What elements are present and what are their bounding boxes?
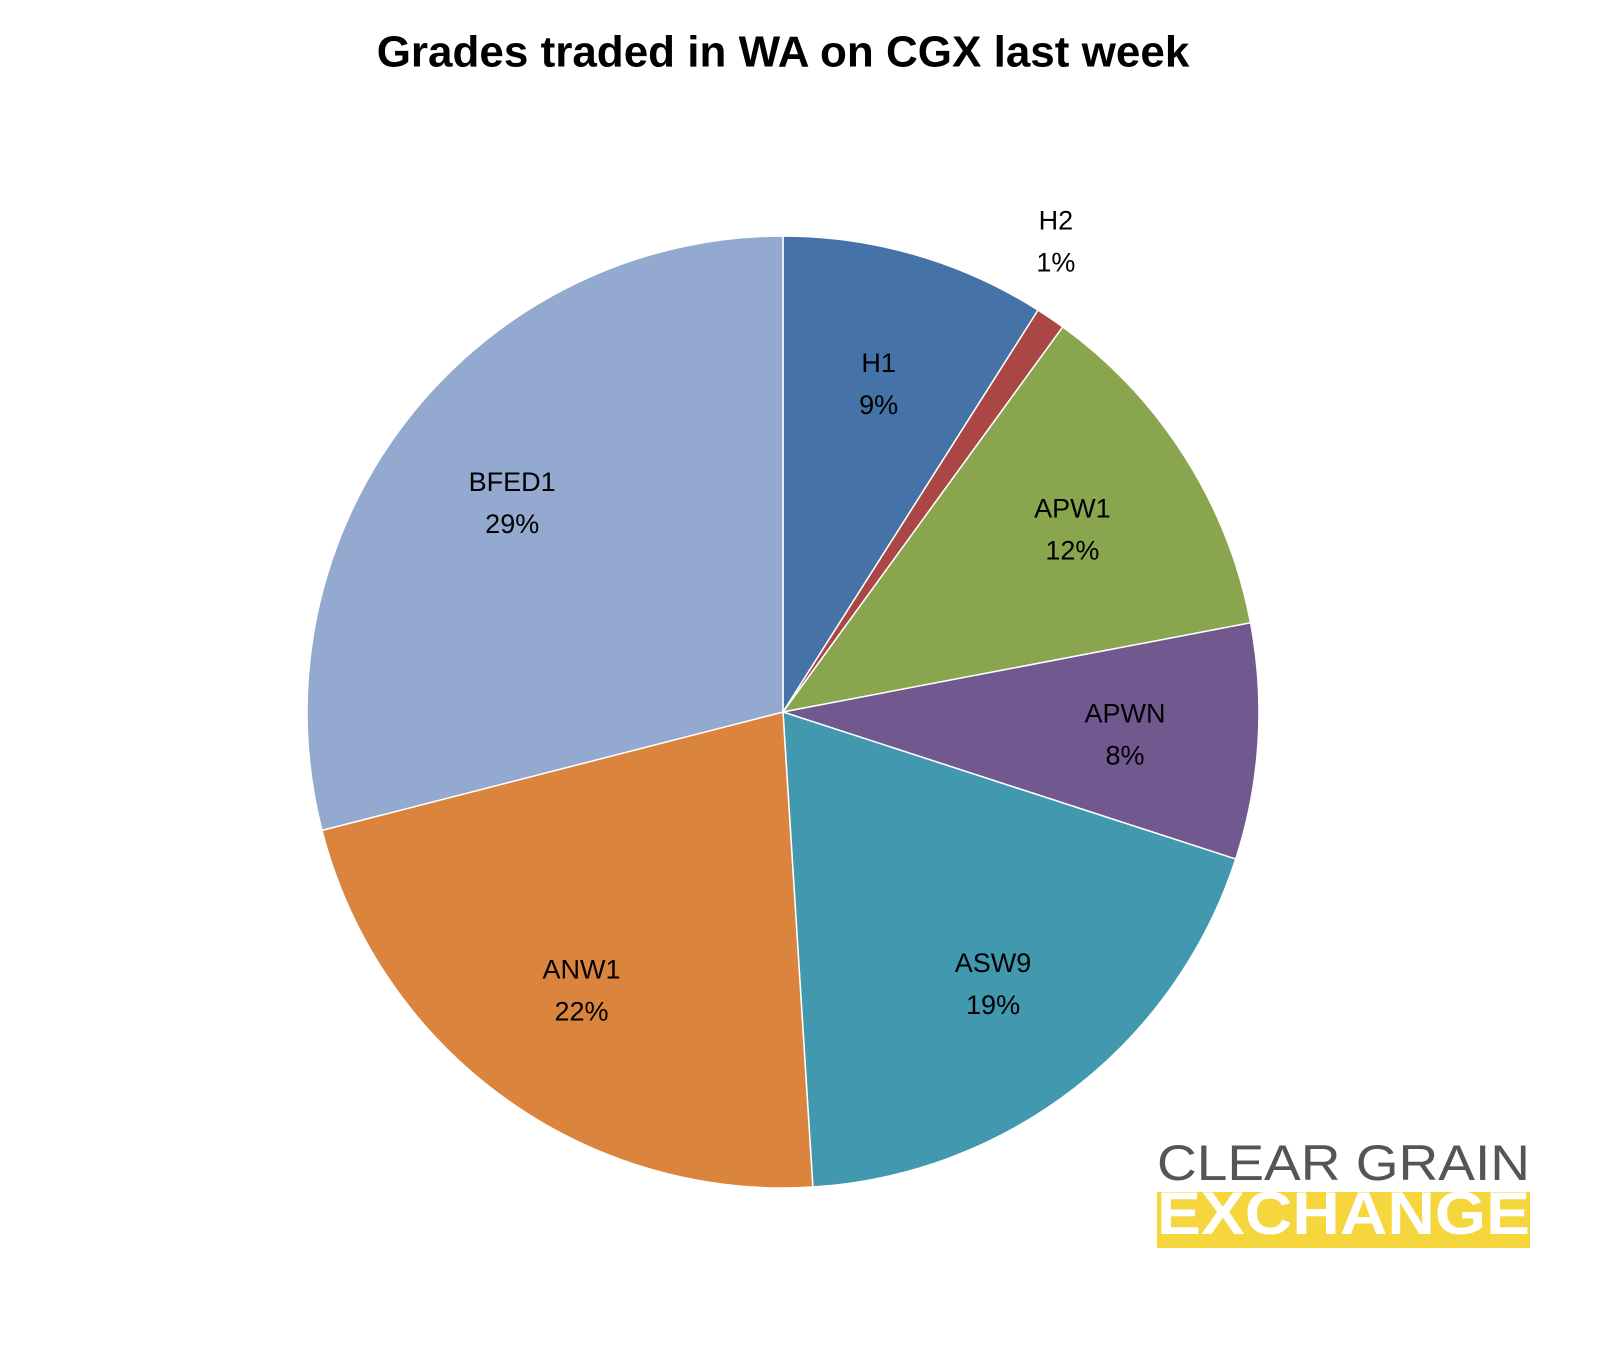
slice-label: BFED1 [469,467,556,497]
pie [306,235,1260,1189]
value-label: 22% [555,996,609,1026]
slice [306,235,784,832]
value-label: 8% [1106,741,1145,771]
labels: H1 9% H2 1% APW1 12% APWN 8% ASW9 19% ANW1 22% BFED1… [469,206,1166,1027]
value-label: 9% [859,390,898,420]
slice-label: ANW1 [543,954,621,984]
slice-label: APWN [1085,699,1166,729]
chart-title: Grades traded in WA on CGX last week [377,28,1190,77]
slice-label: H2 [1039,206,1074,236]
slice-label: ASW9 [955,948,1032,978]
slice [782,710,1237,1188]
value-label: 19% [966,990,1020,1020]
value-label: 12% [1045,535,1099,565]
slice [321,711,814,1189]
logo-bar [1157,1192,1530,1248]
logo-line1: CLEAR GRAIN [1157,1135,1530,1191]
slice [782,235,1040,715]
slice [782,621,1260,861]
logo: CLEAR GRAIN EXCHANGE [1157,1135,1530,1248]
slice-label: H1 [861,348,896,378]
value-label: 29% [485,509,539,539]
logo-line2: EXCHANGE [1157,1180,1530,1247]
slice [781,325,1252,714]
slice-label: APW1 [1034,493,1111,523]
value-label: 1% [1036,248,1075,278]
